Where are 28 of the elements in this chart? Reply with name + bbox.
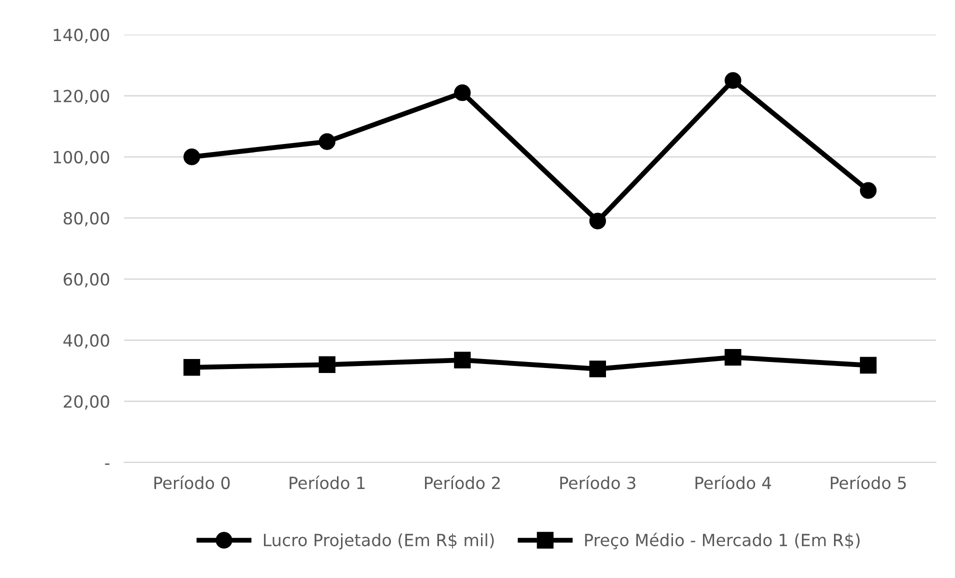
y-tick-label: 100,00 xyxy=(54,150,110,166)
x-tick-label: Período 5 xyxy=(830,476,906,490)
y-tick-label: 60,00 xyxy=(64,273,110,288)
legend-label: Preço Médio - Mercado 1 (Em R$) xyxy=(585,532,860,550)
point xyxy=(183,148,200,166)
y-tick-label: 120,00 xyxy=(54,90,110,104)
point xyxy=(860,356,877,374)
point xyxy=(454,352,471,368)
x-tick-label: Período 3 xyxy=(560,476,636,490)
y-tick-label: 140,00 xyxy=(54,28,110,43)
x-tick-label: Período 2 xyxy=(424,476,500,490)
point xyxy=(318,133,336,150)
point xyxy=(454,84,471,102)
point xyxy=(860,182,877,199)
y-tick-label: 40,00 xyxy=(63,334,110,348)
x-tick-label: Período 4 xyxy=(696,476,772,490)
x-tick-label: Período 1 xyxy=(290,476,365,490)
point xyxy=(724,72,742,89)
x-tick-label: Período 0 xyxy=(154,476,230,490)
y-tick-label: 80,00 xyxy=(64,212,110,226)
point xyxy=(318,356,336,373)
y-tick-label: - xyxy=(105,464,110,465)
point xyxy=(183,359,200,376)
y-tick-label: 20,00 xyxy=(64,395,110,410)
point xyxy=(589,360,606,378)
point xyxy=(589,212,606,230)
legend-label: Lucro Projetado (Em R$ mil) xyxy=(264,533,494,550)
point xyxy=(724,348,742,366)
